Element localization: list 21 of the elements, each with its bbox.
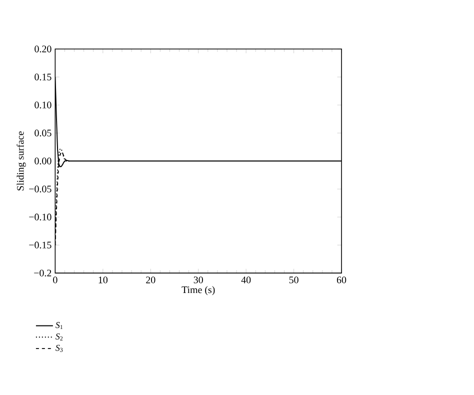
- legend-label: S$_{1}$: [56, 322, 63, 330]
- x-tick-label: 60: [336, 276, 346, 284]
- x-tick-label: 0: [53, 276, 58, 284]
- y-tick-label: 0.15: [34, 74, 52, 81]
- x-tick-label: 50: [289, 276, 298, 284]
- y-tick-label: 0.00: [34, 158, 52, 165]
- y-tick-label: −0.15: [29, 242, 52, 249]
- x-tick-label: 10: [98, 276, 108, 284]
- legend-label: S$_{2}$: [56, 334, 63, 341]
- y-tick-label: 0.05: [34, 130, 52, 137]
- y-tick-label: −0.2: [34, 270, 52, 277]
- y-tick-label: 0.20: [34, 46, 52, 52]
- x-tick-label: 30: [194, 276, 203, 284]
- x-tick-label: 40: [241, 276, 251, 284]
- x-axis-title: Time (s): [182, 286, 215, 296]
- y-tick-label: −0.05: [29, 186, 52, 193]
- y-axis-title: Sliding surface: [16, 132, 26, 190]
- legend-label: S$_{3}$: [56, 344, 63, 352]
- y-tick-label: −0.10: [29, 214, 52, 221]
- x-tick-label: 20: [146, 276, 156, 284]
- y-tick-label: 0.10: [34, 102, 52, 109]
